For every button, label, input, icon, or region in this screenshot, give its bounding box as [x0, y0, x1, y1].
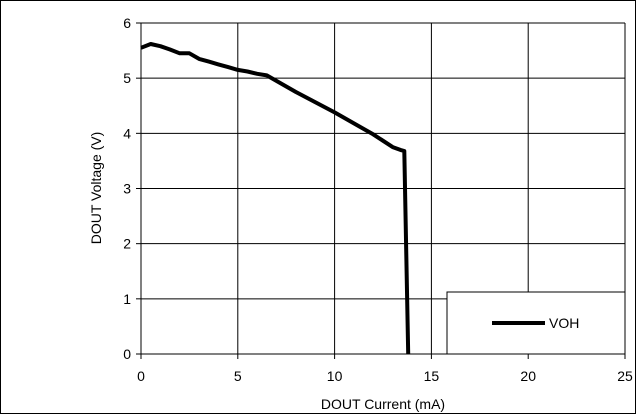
x-tick-label: 10 [327, 368, 343, 384]
x-tick-label: 25 [617, 368, 633, 384]
y-tick-label: 3 [123, 181, 131, 197]
y-tick-label: 0 [123, 346, 131, 362]
x-tick-label: 5 [234, 368, 242, 384]
y-tick-label: 4 [123, 125, 131, 141]
series-lines [140, 42, 411, 355]
x-tick-label: 15 [424, 368, 440, 384]
tick-labels: 0 5 10 15 20 25 0 1 2 3 4 5 6 [123, 15, 633, 384]
x-axis-title: DOUT Current (mA) [321, 396, 445, 412]
y-axis-title: DOUT Voltage (V) [88, 132, 104, 245]
y-tick-label: 2 [123, 236, 131, 252]
legend-label-voh: VOH [549, 315, 579, 331]
x-tick-label: 20 [520, 368, 536, 384]
x-tick-label: 0 [137, 368, 145, 384]
y-tick-label: 6 [123, 15, 131, 31]
series-line-voh [140, 42, 411, 355]
legend: VOH [446, 291, 626, 355]
y-tick-label: 5 [123, 70, 131, 86]
y-tick-label: 1 [123, 291, 131, 307]
